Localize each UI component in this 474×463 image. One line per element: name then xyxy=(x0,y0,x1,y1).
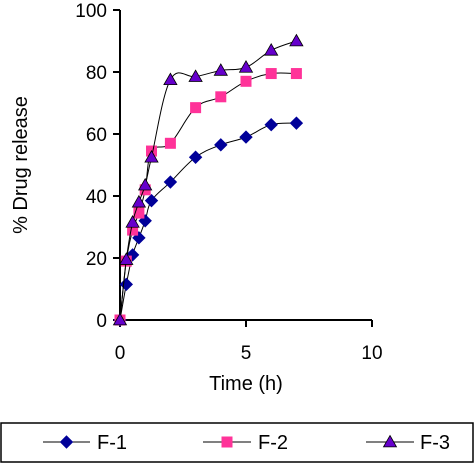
legend-label: F-1 xyxy=(97,432,127,454)
data-point xyxy=(190,102,202,114)
y-tick-label: 60 xyxy=(86,125,107,146)
axes: 0 20 40 60 80 100 0 5 10 xyxy=(75,1,382,364)
data-point xyxy=(125,215,140,228)
data-point xyxy=(214,138,228,152)
legend-item-f-1: F-1 xyxy=(43,432,127,454)
legend-label: F-2 xyxy=(258,432,288,454)
data-point xyxy=(239,130,253,144)
series-f-3 xyxy=(112,33,304,326)
legend-marker xyxy=(221,436,233,448)
x-tick-label: 5 xyxy=(241,343,252,364)
data-point xyxy=(119,252,134,265)
data-point xyxy=(289,116,304,130)
series-lines xyxy=(112,33,304,327)
legend-marker xyxy=(382,434,398,448)
legend-item-f-2: F-2 xyxy=(203,432,288,454)
data-point xyxy=(240,75,252,87)
data-point xyxy=(264,42,279,56)
data-point xyxy=(238,60,254,73)
data-point xyxy=(119,277,134,292)
data-point xyxy=(290,68,302,80)
series-f-1 xyxy=(113,116,304,327)
y-tick-label: 0 xyxy=(96,311,107,332)
x-tick-label: 0 xyxy=(115,343,126,364)
x-tick-label: 10 xyxy=(361,343,382,364)
data-point xyxy=(188,69,203,82)
series-line xyxy=(119,72,297,321)
legend-marker xyxy=(59,435,74,449)
x-axis-title: Time (h) xyxy=(209,373,283,395)
legend-item-f-3: F-3 xyxy=(366,432,450,454)
data-point xyxy=(215,91,227,103)
data-point xyxy=(264,117,278,132)
data-point xyxy=(131,194,147,208)
data-point xyxy=(188,150,203,164)
data-point xyxy=(213,63,228,76)
data-point xyxy=(144,149,159,163)
legend-label: F-3 xyxy=(420,432,450,454)
data-point xyxy=(164,137,176,149)
data-point xyxy=(289,33,304,47)
data-point xyxy=(265,68,277,80)
legend: F-1 F-2 F-3 xyxy=(0,422,474,463)
y-tick-label: 40 xyxy=(86,187,107,208)
y-tick-label: 100 xyxy=(75,1,107,22)
data-point xyxy=(133,207,145,219)
y-axis-title: % Drug release xyxy=(10,96,32,234)
data-point xyxy=(144,193,159,208)
y-tick-label: 20 xyxy=(86,249,107,270)
data-point xyxy=(112,312,128,326)
data-point xyxy=(138,177,153,191)
data-point xyxy=(163,175,178,189)
data-point xyxy=(163,72,178,86)
series-f-2 xyxy=(114,68,302,326)
y-tick-label: 80 xyxy=(86,63,107,84)
